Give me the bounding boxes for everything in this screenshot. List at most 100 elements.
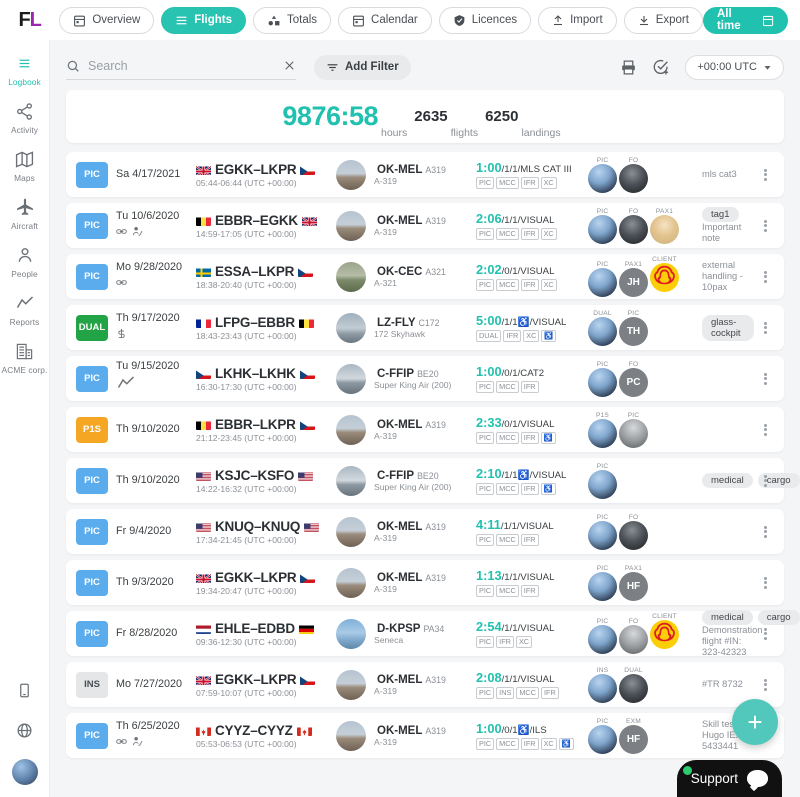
aircraft-cell[interactable]: OK-MEL A319 A-319	[336, 516, 476, 547]
flight-row[interactable]: PIC Fr 8/28/2020 EHLE–EDBD 09:36-12:30 (…	[66, 609, 800, 657]
row-menu-button[interactable]	[754, 422, 776, 437]
add-filter-button[interactable]: Add Filter	[314, 54, 411, 80]
flight-row[interactable]: PIC Th 9/3/2020 EGKK–LKPR 19:34-20:47 (U…	[66, 560, 784, 605]
user-avatar[interactable]	[11, 759, 38, 785]
tab-calendar[interactable]: Calendar	[338, 6, 432, 34]
aircraft-cell[interactable]: OK-MEL A319 A-319	[336, 720, 476, 751]
crew-member[interactable]: PIC	[588, 514, 617, 550]
row-menu-button[interactable]	[754, 626, 776, 641]
aircraft-cell[interactable]: D-KPSP PA34 Seneca	[336, 618, 476, 649]
aircraft-cell[interactable]: OK-MEL A319 A-319	[336, 159, 476, 190]
crew-member[interactable]: PIC TH	[619, 310, 648, 346]
crew-member[interactable]: PIC	[588, 618, 617, 654]
tab-totals[interactable]: Totals	[252, 6, 332, 34]
sidebar-item-maps[interactable]: Maps	[0, 148, 50, 183]
aircraft-cell[interactable]: OK-CEC A321 A-321	[336, 261, 476, 292]
sidebar-item-activity[interactable]: Activity	[0, 100, 50, 135]
crew-member[interactable]: CLIENT	[650, 256, 679, 297]
tab-licences[interactable]: Licences	[438, 6, 532, 34]
crew-member[interactable]: PIC	[588, 718, 617, 754]
flight-row[interactable]: PIC Th 9/10/2020 KSJC–KSFO 14:22-16:32 (…	[66, 458, 800, 503]
crew-member[interactable]: DUAL	[619, 667, 648, 703]
note-tag[interactable]: glass-cockpit	[702, 314, 754, 341]
select-check-icon[interactable]	[652, 58, 670, 76]
sidebar-item-people[interactable]: People	[0, 244, 50, 279]
crew-member[interactable]: PIC	[588, 565, 617, 601]
row-menu-button[interactable]	[754, 575, 776, 590]
flight-row[interactable]: INS Mo 7/27/2020 EGKK–LKPR 07:59-10:07 (…	[66, 662, 784, 707]
crew-member[interactable]: FO	[619, 157, 648, 193]
flight-duration-line: 2:54/1/1/VISUAL	[476, 619, 588, 634]
aircraft-cell[interactable]: LZ-FLY C172 172 Skyhawk	[336, 312, 476, 343]
note-tag[interactable]: cargo	[757, 609, 800, 625]
sidebar-item-logbook[interactable]: Logbook	[0, 52, 50, 87]
note-tag[interactable]: tag1	[702, 207, 739, 222]
tab-flights[interactable]: Flights	[161, 6, 246, 34]
row-menu-button[interactable]	[754, 320, 776, 335]
search-input[interactable]	[88, 58, 275, 73]
utc-selector[interactable]: +00:00 UTC	[685, 54, 784, 80]
crew-member[interactable]: FO PC	[619, 361, 648, 397]
crew-member[interactable]: FO	[619, 618, 648, 654]
sidebar-item-language[interactable]	[0, 719, 50, 741]
tab-import[interactable]: Import	[538, 6, 617, 34]
crew-member[interactable]: PIC	[619, 412, 648, 448]
sidebar-item-acme-corp[interactable]: ACME corp.	[0, 340, 50, 375]
print-icon[interactable]	[620, 59, 637, 76]
sidebar-item-reports[interactable]: Reports	[0, 292, 50, 327]
all-time-button[interactable]: All time	[702, 6, 788, 34]
crew-member[interactable]: P1S	[588, 412, 617, 448]
tab-export[interactable]: Export	[623, 6, 703, 34]
flight-row[interactable]: PIC Fr 9/4/2020 KNUQ–KNUQ 17:34-21:45 (U…	[66, 509, 784, 554]
tab-overview[interactable]: Overview	[59, 6, 155, 34]
aircraft-cell[interactable]: OK-MEL A319 A-319	[336, 669, 476, 700]
add-flight-fab[interactable]: +	[732, 699, 778, 745]
main-content: Add Filter +00:00 UTC 9876:58 hours 2635…	[50, 40, 800, 797]
crew-member[interactable]: PIC	[588, 157, 617, 193]
crew-member[interactable]: PIC	[588, 261, 617, 297]
flight-row[interactable]: PIC Sa 4/17/2021 EGKK–LKPR 05:44-06:44 (…	[66, 152, 784, 197]
flight-row[interactable]: P1S Th 9/10/2020 EBBR–LKPR 21:12-23:45 (…	[66, 407, 784, 452]
aircraft-cell[interactable]: C-FFIP BE20 Super King Air (200)	[336, 465, 476, 496]
flight-row[interactable]: PIC Tu 10/6/2020 EBBR–EGKK 14:59-17:05 (…	[66, 203, 784, 248]
aircraft-cell[interactable]: C-FFIP BE20 Super King Air (200)	[336, 363, 476, 394]
aircraft-cell[interactable]: OK-MEL A319 A-319	[336, 567, 476, 598]
note-tag[interactable]: medical	[702, 609, 753, 625]
flight-row[interactable]: PIC Tu 9/15/2020 LKHK–LKHK 16:30-17:30 (…	[66, 356, 784, 401]
crew-member[interactable]: FO	[619, 208, 648, 244]
crew-member[interactable]: EXM HF	[619, 718, 648, 754]
aircraft-cell[interactable]: OK-MEL A319 A-319	[336, 210, 476, 241]
close-icon[interactable]	[283, 59, 296, 72]
row-menu-button[interactable]	[754, 524, 776, 539]
crew-member[interactable]: PIC	[588, 463, 617, 499]
crew-member[interactable]: CLIENT	[650, 613, 679, 654]
row-menu-button[interactable]	[754, 371, 776, 386]
row-menu-button[interactable]	[754, 473, 776, 488]
crew-member[interactable]: INS	[588, 667, 617, 703]
note-tag[interactable]: cargo	[757, 473, 800, 488]
note-tag[interactable]: medical	[702, 473, 753, 488]
crew-member[interactable]: FO	[619, 514, 648, 550]
row-menu-button[interactable]	[754, 167, 776, 182]
crew-cell: PIC FO CLIENT	[588, 613, 696, 654]
crew-member[interactable]: PIC	[588, 208, 617, 244]
flight-row[interactable]: PIC Th 6/25/2020 CYYZ–CYYZ 05:53-06:53 (…	[66, 713, 784, 758]
aircraft-text: OK-MEL A319 A-319	[374, 572, 446, 594]
flight-row[interactable]: DUAL Th 9/17/2020 LFPG–EBBR 18:43-23:43 …	[66, 305, 784, 350]
sidebar-item-aircraft[interactable]: Aircraft	[0, 196, 50, 231]
crew-member[interactable]: PIC	[588, 361, 617, 397]
sidebar-item-mobile[interactable]	[0, 679, 50, 701]
support-button[interactable]: Support	[676, 760, 782, 797]
aircraft-cell[interactable]: OK-MEL A319 A-319	[336, 414, 476, 445]
crew-member[interactable]: PAX1 JH	[619, 261, 648, 297]
aircraft-text: OK-CEC A321 A-321	[374, 266, 446, 288]
crew-member[interactable]: PAX1 HF	[619, 565, 648, 601]
crew-member[interactable]: PAX1	[650, 208, 679, 244]
flight-row[interactable]: PIC Mo 9/28/2020 ESSA–LKPR 18:38-20:40 (…	[66, 254, 784, 299]
crew-member[interactable]: DUAL	[588, 310, 617, 346]
search-field-wrap	[66, 54, 296, 80]
row-menu-button[interactable]	[754, 218, 776, 233]
row-menu-button[interactable]	[754, 269, 776, 284]
row-menu-button[interactable]	[754, 677, 776, 692]
